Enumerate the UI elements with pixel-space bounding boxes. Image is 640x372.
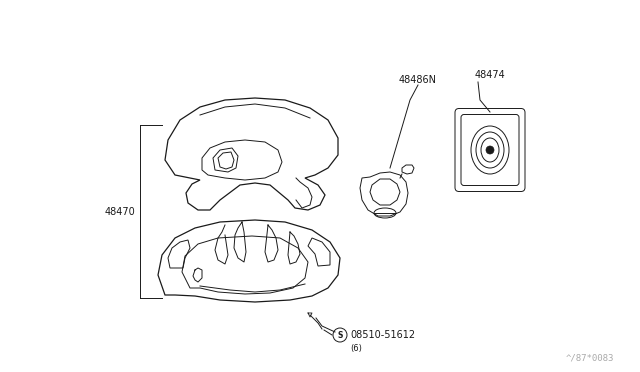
Text: ^/87*0083: ^/87*0083 [566,353,614,362]
Text: 48470: 48470 [104,207,135,217]
Text: S: S [337,330,342,340]
Text: (6): (6) [350,343,362,353]
Text: 08510-51612: 08510-51612 [350,330,415,340]
Circle shape [486,146,494,154]
Text: 48486N: 48486N [399,75,437,85]
Text: 48474: 48474 [475,70,506,80]
